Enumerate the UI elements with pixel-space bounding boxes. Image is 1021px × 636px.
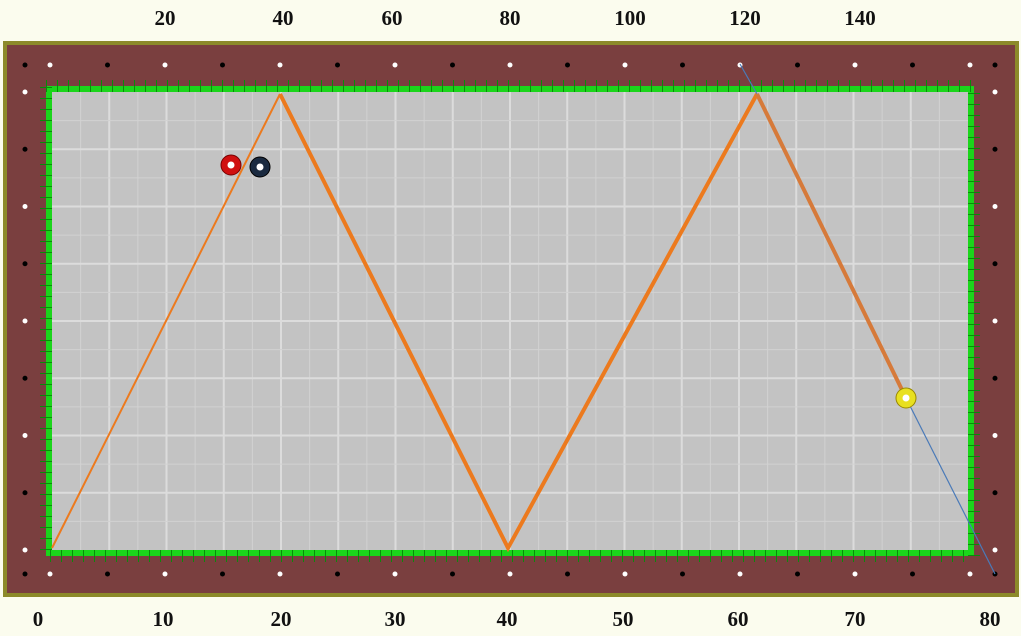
bottom-label: 30 — [385, 607, 406, 631]
diamond — [335, 571, 340, 577]
diamond — [392, 571, 398, 577]
diamond — [622, 571, 628, 577]
top-label: 80 — [500, 6, 521, 30]
diamond — [910, 62, 915, 68]
diamond — [22, 204, 28, 209]
bottom-label: 20 — [271, 607, 292, 631]
bottom-label: 80 — [980, 607, 1001, 631]
aim-line — [905, 397, 996, 575]
diamond — [910, 571, 915, 577]
aim-line — [739, 63, 758, 95]
diamond — [105, 571, 110, 577]
ball-path — [51, 93, 281, 549]
ball-spot — [256, 163, 264, 171]
bottom-label: 50 — [613, 607, 634, 631]
labels: 20 40 60 80 100 120 140 0 10 20 30 40 50 60 70 80 — [33, 6, 1001, 631]
diamond — [565, 571, 570, 577]
diamond — [992, 62, 998, 68]
diamonds — [22, 62, 998, 577]
diamond — [22, 89, 28, 95]
bottom-label: 40 — [497, 607, 518, 631]
diamond — [277, 571, 283, 577]
diamond — [992, 204, 998, 209]
top-label: 60 — [382, 6, 403, 30]
diamond — [392, 62, 398, 68]
diamond — [967, 571, 973, 577]
diamond — [992, 433, 998, 438]
diamond — [22, 318, 28, 324]
diamond — [450, 571, 455, 577]
diamond — [162, 571, 168, 577]
diamond — [622, 62, 628, 68]
top-label: 120 — [729, 6, 761, 30]
ball-spot — [902, 394, 910, 402]
diamond — [22, 62, 28, 68]
diamond — [852, 571, 858, 577]
ball-path — [278, 93, 759, 553]
diamond — [450, 62, 455, 68]
top-label: 40 — [273, 6, 294, 30]
diamond — [680, 571, 685, 577]
diamond — [22, 261, 28, 267]
top-label: 20 — [155, 6, 176, 30]
diamond — [737, 571, 743, 577]
diamond — [967, 62, 973, 68]
diamond — [22, 146, 28, 152]
diamond — [852, 62, 858, 68]
diamond — [47, 571, 53, 577]
diamond — [507, 62, 513, 68]
diamond — [22, 375, 28, 381]
cloth-grid — [52, 92, 968, 550]
diamond — [335, 62, 340, 68]
diamond — [795, 571, 800, 577]
diamond — [22, 547, 28, 553]
bottom-label: 60 — [728, 607, 749, 631]
diamond — [992, 490, 998, 496]
diamond — [22, 571, 28, 577]
diamond — [277, 62, 283, 68]
diamond — [507, 571, 513, 577]
diamond — [22, 490, 28, 496]
diamond — [105, 62, 110, 68]
diamond — [680, 62, 685, 68]
top-label: 100 — [614, 6, 646, 30]
diamond — [22, 433, 28, 438]
diamond — [795, 62, 800, 68]
diamond — [47, 62, 53, 68]
ball-path — [755, 93, 908, 399]
diamond — [992, 318, 998, 324]
diamond — [220, 62, 225, 68]
diamond — [992, 89, 998, 95]
bottom-label: 10 — [153, 607, 174, 631]
diamond — [220, 571, 225, 577]
diamond — [992, 375, 998, 381]
diamond — [162, 62, 168, 68]
diamond — [992, 547, 998, 553]
bottom-label: 0 — [33, 607, 44, 631]
diamond — [992, 146, 998, 152]
diamond — [565, 62, 570, 68]
diamond — [992, 261, 998, 267]
top-label: 140 — [844, 6, 876, 30]
bottom-label: 70 — [845, 607, 866, 631]
ball-spot — [227, 161, 235, 169]
